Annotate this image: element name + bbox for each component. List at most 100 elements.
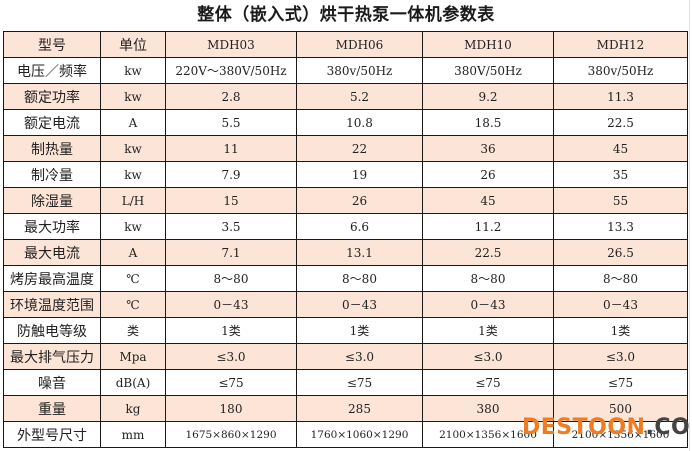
row-unit: ℃	[100, 265, 166, 292]
row-value: 285	[296, 395, 423, 422]
row-value: ≤75	[422, 369, 554, 396]
row-unit: kw	[100, 57, 166, 84]
row-value: 8～80	[165, 265, 297, 292]
row-value: ≤3.0	[165, 343, 297, 370]
row-unit: L/H	[100, 187, 166, 214]
row-value: 380V/50Hz	[422, 57, 554, 84]
row-label: 重量	[3, 395, 101, 422]
table-row: 外型号尺寸 mm 1675×860×1290 1760×1060×1290 2100×1…	[3, 421, 688, 448]
row-value: 380v/50Hz	[296, 57, 423, 84]
row-value: 10.8	[296, 109, 423, 136]
row-label: 额定电流	[3, 109, 101, 136]
table-row: 除湿量 L/H 15 26 45 55	[3, 187, 688, 214]
page-title: 整体（嵌入式）烘干热泵一体机参数表	[197, 5, 495, 25]
row-value: 0－43	[553, 291, 688, 318]
row-value: 8～80	[296, 265, 423, 292]
row-value: 6.6	[296, 213, 423, 240]
row-value: 11.2	[422, 213, 554, 240]
row-value: ≤3.0	[553, 343, 688, 370]
row-value: 18.5	[422, 109, 554, 136]
row-label: 电压／频率	[3, 57, 101, 84]
row-value: 26	[422, 161, 554, 188]
watermark-part1: DESTOON	[522, 415, 646, 440]
row-value: 15	[165, 187, 297, 214]
row-value: 1类	[422, 317, 554, 344]
table-row: 额定电流 A 5.5 10.8 18.5 22.5	[3, 109, 688, 136]
row-value: 26	[296, 187, 423, 214]
header-cell: MDH10	[422, 31, 554, 58]
row-value: ≤75	[553, 369, 688, 396]
row-unit: kg	[100, 395, 166, 422]
watermark: DESTOON.COM	[522, 414, 692, 442]
row-value: 8～80	[422, 265, 554, 292]
row-unit: dB(A)	[100, 369, 166, 396]
row-value: 13.3	[553, 213, 688, 240]
table-row: 重量 kg 180 285 380 500	[3, 395, 688, 422]
row-value: 22	[296, 135, 423, 162]
row-value: 0－43	[422, 291, 554, 318]
row-value: 2100×1356×1600	[553, 421, 688, 448]
row-value: 22.5	[422, 239, 554, 266]
row-unit: kw	[100, 135, 166, 162]
row-value: 180	[165, 395, 297, 422]
row-value: 5.5	[165, 109, 297, 136]
header-cell: MDH03	[165, 31, 297, 58]
row-value: ≤3.0	[422, 343, 554, 370]
row-value: 35	[553, 161, 688, 188]
table-row: 最大功率 kw 3.5 6.6 11.2 13.3	[3, 213, 688, 240]
header-cell: MDH06	[296, 31, 423, 58]
row-value: 26.5	[553, 239, 688, 266]
table-row: 制热量 kw 11 22 36 45	[3, 135, 688, 162]
row-value: 11.3	[553, 83, 688, 110]
row-label: 防触电等级	[3, 317, 101, 344]
row-value: 55	[553, 187, 688, 214]
row-value: 1类	[165, 317, 297, 344]
row-value: 3.5	[165, 213, 297, 240]
row-label: 制热量	[3, 135, 101, 162]
row-value: 1类	[296, 317, 423, 344]
row-label: 外型号尺寸	[3, 421, 101, 448]
row-label: 额定功率	[3, 83, 101, 110]
watermark-part2: .COM	[645, 415, 692, 440]
row-unit: kw	[100, 161, 166, 188]
row-value: 2.8	[165, 83, 297, 110]
table-row: 电压／频率 kw 220V～380V/50Hz 380v/50Hz 380V/50Hz 3…	[3, 57, 688, 84]
row-label: 最大功率	[3, 213, 101, 240]
row-value: 36	[422, 135, 554, 162]
row-value: 0－43	[165, 291, 297, 318]
row-value: ≤75	[296, 369, 423, 396]
row-label: 环境温度范围	[3, 291, 101, 318]
row-value: 45	[553, 135, 688, 162]
table-row: 最大排气压力 Mpa ≤3.0 ≤3.0 ≤3.0 ≤3.0	[3, 343, 688, 370]
row-unit: mm	[100, 421, 166, 448]
row-unit: 类	[100, 317, 166, 344]
row-value: 19	[296, 161, 423, 188]
row-value: 0－43	[296, 291, 423, 318]
row-value: 500	[553, 395, 688, 422]
header-cell: MDH12	[553, 31, 688, 58]
row-value: 2100×1356×1600	[422, 421, 554, 448]
row-value: 7.9	[165, 161, 297, 188]
row-value: 22.5	[553, 109, 688, 136]
row-label: 最大电流	[3, 239, 101, 266]
row-unit: Mpa	[100, 343, 166, 370]
row-value: 11	[165, 135, 297, 162]
row-value: 8～80	[553, 265, 688, 292]
row-value: 1类	[553, 317, 688, 344]
row-value: ≤75	[165, 369, 297, 396]
table-row: 最大电流 A 7.1 13.1 22.5 26.5	[3, 239, 688, 266]
table-row: 烤房最高温度 ℃ 8～80 8～80 8～80 8～80	[3, 265, 688, 292]
header-cell: 单位	[100, 31, 166, 58]
row-value: 1675×860×1290	[165, 421, 297, 448]
row-unit: A	[100, 109, 166, 136]
header-cell: 型号	[3, 31, 101, 58]
table-row: 制冷量 kw 7.9 19 26 35	[3, 161, 688, 188]
row-value: 380v/50Hz	[553, 57, 688, 84]
row-value: 7.1	[165, 239, 297, 266]
row-value: 220V～380V/50Hz	[165, 57, 297, 84]
row-label: 最大排气压力	[3, 343, 101, 370]
table-row: 环境温度范围 ℃ 0－43 0－43 0－43 0－43	[3, 291, 688, 318]
row-label: 噪音	[3, 369, 101, 396]
row-label: 烤房最高温度	[3, 265, 101, 292]
row-value: 13.1	[296, 239, 423, 266]
